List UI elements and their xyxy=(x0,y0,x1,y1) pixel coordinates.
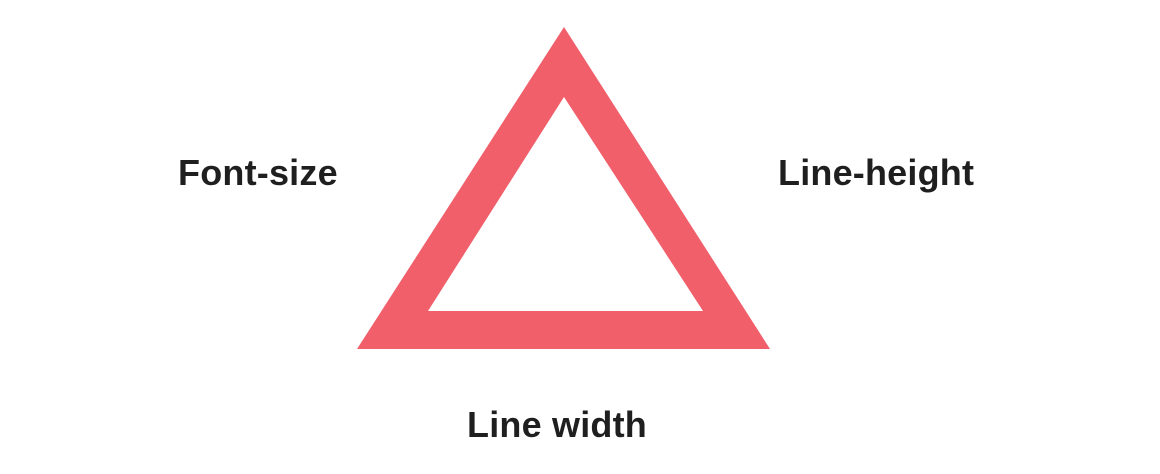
font-size-label: Font-size xyxy=(178,152,338,193)
triangle-shape xyxy=(357,27,770,349)
line-width-label: Line width xyxy=(467,404,647,445)
line-height-label: Line-height xyxy=(778,152,975,193)
